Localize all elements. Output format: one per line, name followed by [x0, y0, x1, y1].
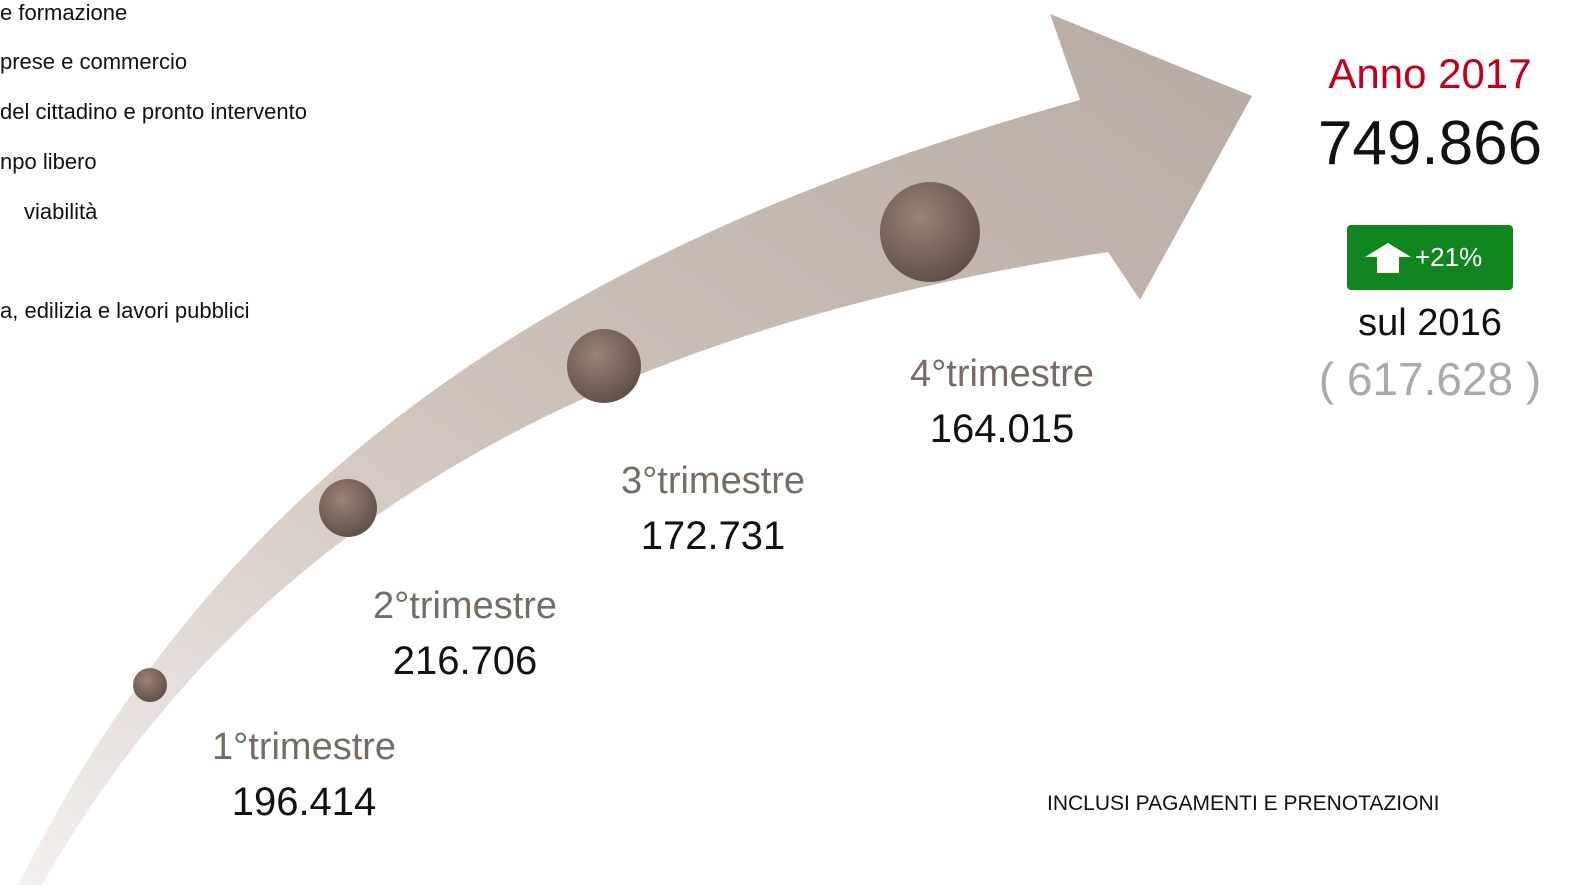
quarter-label: 1°trimestre — [174, 726, 434, 769]
up-icon — [1365, 243, 1411, 273]
previous: ( 617.628 ) — [1280, 352, 1580, 406]
menu-item[interactable]: del cittadino e pronto intervento — [0, 99, 307, 125]
quarter-value: 196.414 — [174, 780, 434, 825]
page: e formazione prese e commercio del citta… — [0, 0, 1583, 896]
menu-item[interactable]: viabilità — [24, 199, 97, 225]
quarter-value: 216.706 — [335, 639, 595, 684]
milestone — [319, 479, 377, 537]
milestone — [567, 329, 641, 403]
change: +21% — [1415, 242, 1482, 273]
note: INCLUSI PAGAMENTI E PRENOTAZIONI — [1047, 792, 1439, 816]
menu-item[interactable]: npo libero — [0, 149, 97, 175]
year: Anno 2017 — [1280, 50, 1580, 98]
menu-item[interactable]: e formazione — [0, 0, 127, 26]
milestone — [133, 668, 167, 702]
menu-item[interactable]: prese e commercio — [0, 49, 187, 75]
total: 749.866 — [1280, 108, 1580, 179]
quarter-value: 172.731 — [583, 514, 843, 559]
menu-item[interactable]: a, edilizia e lavori pubblici — [0, 298, 249, 324]
quarter-value: 164.015 — [872, 407, 1132, 452]
compare: sul 2016 — [1280, 302, 1580, 345]
quarter-label: 2°trimestre — [335, 585, 595, 628]
milestone — [880, 182, 980, 282]
change-badge: +21% — [1347, 225, 1513, 290]
quarter-label: 4°trimestre — [872, 353, 1132, 396]
quarter-label: 3°trimestre — [583, 460, 843, 503]
